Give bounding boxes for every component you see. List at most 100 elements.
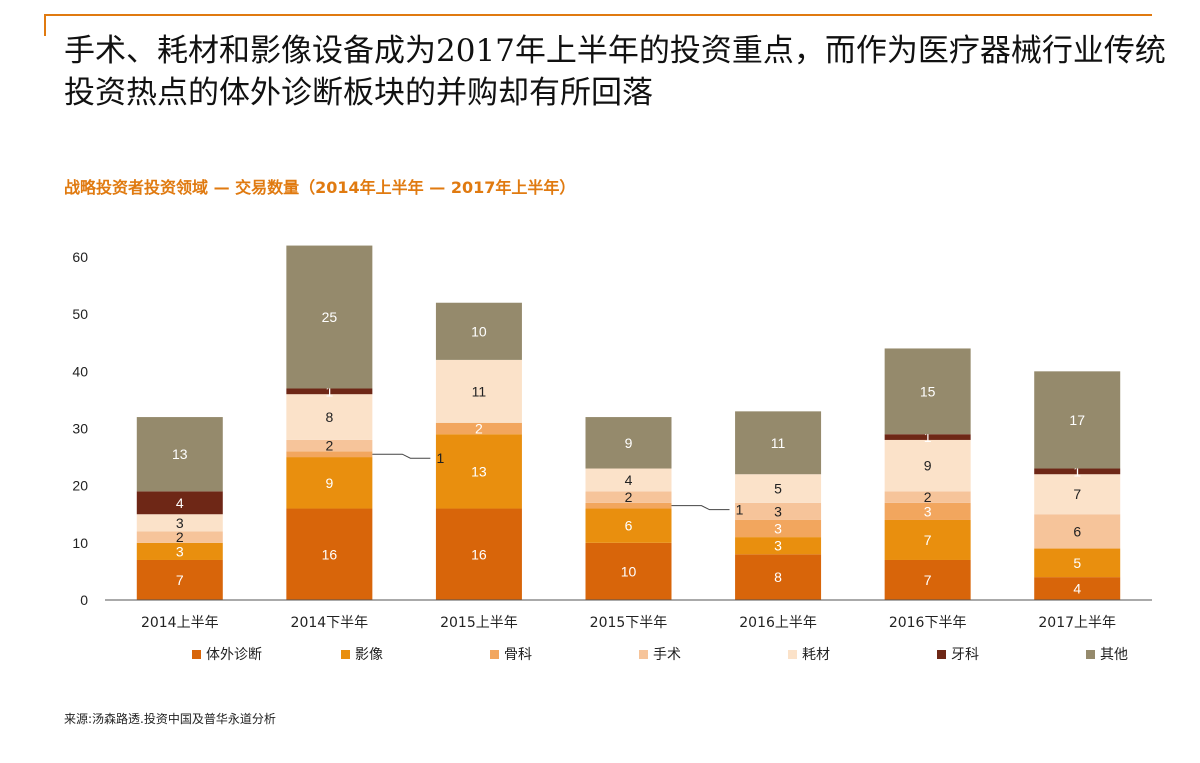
data-label: 2 <box>325 438 333 454</box>
legend-label: 体外诊断 <box>206 647 262 663</box>
legend-swatch <box>1086 650 1095 659</box>
legend: 体外诊断 影像 骨科 手术 耗材 牙科 其他 <box>192 647 1128 663</box>
data-label: 8 <box>325 409 333 425</box>
data-label: 3 <box>924 503 932 519</box>
y-tick-label: 60 <box>72 249 88 265</box>
data-label: 3 <box>176 543 184 559</box>
chart-subtitle: 战略投资者投资领域 — 交易数量（2014年上半年 — 2017年上半年） <box>64 178 576 197</box>
data-label: 17 <box>1069 412 1085 428</box>
legend-swatch <box>639 650 648 659</box>
x-tick-label: 2016下半年 <box>889 615 967 631</box>
data-label: 3 <box>774 503 782 519</box>
bar-segment <box>1034 474 1121 515</box>
bar-segment <box>435 508 522 600</box>
legend-label: 其他 <box>1100 647 1128 663</box>
bar-segment <box>585 468 672 492</box>
bars: 7323413169281251613211101062498333511773… <box>136 245 1121 600</box>
bar-segment <box>136 531 223 543</box>
bar-segment <box>1034 468 1121 475</box>
data-label: 9 <box>325 475 333 491</box>
data-label: 11 <box>771 435 786 451</box>
bar-segment <box>735 537 822 555</box>
bar-segment <box>286 451 373 458</box>
bar-segment <box>286 508 373 600</box>
top-rule <box>44 14 1152 16</box>
bar-segment <box>884 559 971 600</box>
bar-segment <box>735 519 822 538</box>
bar-segment <box>136 542 223 560</box>
data-label: 16 <box>471 546 487 562</box>
bar-segment <box>136 514 223 532</box>
bar-segment <box>435 359 522 423</box>
data-label: 5 <box>774 481 782 497</box>
bar-segment <box>136 491 223 515</box>
bar-segment <box>286 245 373 389</box>
y-tick-label: 20 <box>72 478 88 494</box>
callout-leader <box>372 453 431 459</box>
callout-leader <box>671 505 730 511</box>
data-label: 6 <box>625 518 633 534</box>
data-label: 2 <box>475 421 483 437</box>
data-label: 2 <box>176 529 184 545</box>
bar-segment <box>884 491 971 503</box>
data-label: 16 <box>322 546 338 562</box>
data-label: 7 <box>1073 486 1081 502</box>
callout-label: 1 <box>736 502 744 518</box>
legend-label: 手术 <box>653 647 681 663</box>
data-label: 1 <box>325 383 333 399</box>
bar-segment <box>735 554 822 600</box>
bar-segment <box>884 502 971 520</box>
bar-segment <box>735 474 822 503</box>
data-label: 7 <box>924 572 932 588</box>
x-tick-label: 2014下半年 <box>291 615 369 631</box>
bar-segment <box>286 394 373 440</box>
bar-segment <box>884 439 971 492</box>
bar-segment <box>884 348 971 435</box>
y-tick-label: 40 <box>72 363 88 379</box>
legend-swatch <box>788 650 797 659</box>
legend-label: 影像 <box>355 647 383 663</box>
bar-segment <box>735 411 822 475</box>
source-note: 来源:汤森路透.投资中国及普华永道分析 <box>64 712 276 726</box>
headline: 手术、耗材和影像设备成为2017年上半年的投资重点，而作为医疗器械行业传统投资热… <box>64 33 1166 111</box>
y-tick-label: 30 <box>72 421 88 437</box>
bar-segment <box>435 434 522 509</box>
bar-segment <box>1034 371 1121 469</box>
data-label: 9 <box>625 435 633 451</box>
bar-segment <box>735 502 822 520</box>
data-label: 4 <box>176 495 184 511</box>
bar-segment <box>1034 514 1121 549</box>
bar-segment <box>435 302 522 360</box>
data-label: 3 <box>774 538 782 554</box>
y-tick-label: 0 <box>80 592 88 608</box>
data-label: 4 <box>1073 581 1081 597</box>
data-label: 15 <box>920 383 936 399</box>
legend-swatch <box>192 650 201 659</box>
x-tick-label: 2017上半年 <box>1038 615 1116 631</box>
bar-segment <box>585 502 672 509</box>
data-label: 11 <box>472 383 487 399</box>
data-label: 2 <box>924 489 932 505</box>
bar-segment <box>884 434 971 440</box>
y-tick-label: 50 <box>72 306 88 322</box>
bar-segment <box>136 417 223 492</box>
bar-segment <box>585 508 672 543</box>
bar-segment <box>286 439 373 452</box>
data-label: 1 <box>924 429 932 445</box>
bar-segment <box>286 388 373 395</box>
bar-segment <box>585 542 672 600</box>
x-tick-label: 2016上半年 <box>739 615 817 631</box>
x-tick-label: 2014上半年 <box>141 615 219 631</box>
data-label: 13 <box>471 463 487 479</box>
data-label: 10 <box>471 323 487 339</box>
legend-label: 耗材 <box>802 647 830 663</box>
data-label: 7 <box>924 532 932 548</box>
callout-label: 1 <box>436 450 444 466</box>
x-tick-label: 2015下半年 <box>590 615 668 631</box>
bar-segment <box>286 457 373 509</box>
data-label: 7 <box>176 572 184 588</box>
data-label: 9 <box>924 458 932 474</box>
data-label: 25 <box>322 309 338 325</box>
data-label: 3 <box>774 521 782 537</box>
